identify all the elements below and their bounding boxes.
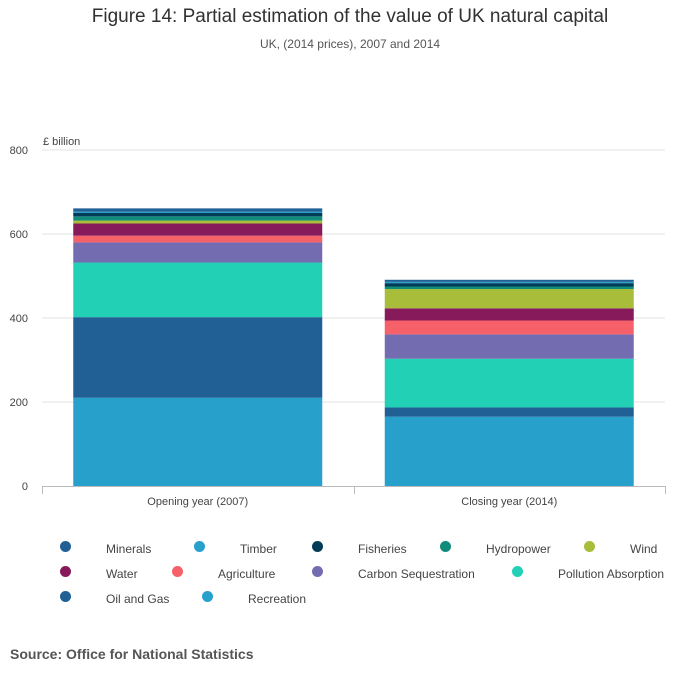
bar-segment-timber	[384, 281, 634, 284]
legend-label: Pollution Absorption	[558, 567, 665, 581]
legend-label: Carbon Sequestration	[358, 567, 475, 581]
chart-subtitle: UK, (2014 prices), 2007 and 2014	[259, 37, 441, 51]
bar-segment-oil-and-gas	[384, 407, 634, 417]
y-tick-label: 200	[10, 397, 28, 409]
legend-label: Agriculture	[218, 567, 276, 581]
legend-label: Wind	[630, 542, 658, 556]
legend-swatch	[60, 541, 71, 552]
y-axis-ticks: 0 200 400 600 800	[10, 145, 28, 493]
legend-swatch	[172, 566, 183, 577]
bar-segment-carbon-sequestration	[73, 242, 323, 263]
source-note: Source: Office for National Statistics	[10, 646, 254, 662]
legend-label: Water	[106, 567, 138, 581]
legend-label: Timber	[240, 542, 277, 556]
bar-segment-water	[384, 308, 634, 321]
legend-swatch	[584, 541, 595, 552]
bar-segment-timber	[73, 211, 323, 213]
y-tick-label: 800	[10, 145, 28, 157]
x-tick-label: Opening year (2007)	[147, 496, 248, 508]
bar-segment-recreation	[73, 397, 323, 486]
legend-swatch	[60, 591, 71, 602]
legend-label: Oil and Gas	[106, 592, 170, 606]
legend-swatch	[312, 566, 323, 577]
legend-label: Fisheries	[358, 542, 407, 556]
bar-segment-hydropower	[73, 216, 323, 221]
legend-swatch	[312, 541, 323, 552]
y-axis-unit-label: £ billion	[43, 136, 81, 148]
bar-segment-agriculture	[73, 235, 323, 243]
bar-segment-minerals	[73, 208, 323, 212]
legend-swatch	[60, 566, 71, 577]
stacked-bar-chart: 0 200 400 600 800 Opening year (2007) Closing…	[10, 145, 666, 508]
legend-swatch	[202, 591, 213, 602]
legend-label: Minerals	[106, 542, 152, 556]
chart-title: Figure 14: Partial estimation of the val…	[91, 6, 609, 27]
bar-segment-water	[73, 223, 323, 236]
bar-segment-fisheries	[73, 213, 323, 217]
legend-label: Recreation	[248, 592, 307, 606]
x-tick-label: Closing year (2014)	[461, 496, 557, 508]
bar-segment-carbon-sequestration	[384, 334, 634, 359]
y-tick-label: 0	[22, 481, 28, 493]
bar-segment-hydropower	[384, 286, 634, 290]
legend-swatch	[512, 566, 523, 577]
bar-segment-minerals	[384, 279, 634, 282]
legend-swatch	[440, 541, 451, 552]
legend-swatch	[194, 541, 205, 552]
bar-segment-recreation	[384, 416, 634, 486]
y-tick-label: 600	[10, 229, 28, 241]
legend-label: Hydropower	[486, 542, 551, 556]
bar-segment-wind	[384, 289, 634, 309]
x-axis: Opening year (2007) Closing year (2014)	[42, 486, 666, 508]
bar-segment-pollution-absorption	[73, 262, 323, 318]
bar-segment-oil-and-gas	[73, 317, 323, 398]
bar-segment-wind	[73, 220, 323, 224]
bar-segment-agriculture	[384, 320, 634, 335]
bar-segment-fisheries	[384, 283, 634, 287]
y-tick-label: 400	[10, 313, 28, 325]
bars	[73, 208, 634, 486]
bar-segment-pollution-absorption	[384, 358, 634, 408]
